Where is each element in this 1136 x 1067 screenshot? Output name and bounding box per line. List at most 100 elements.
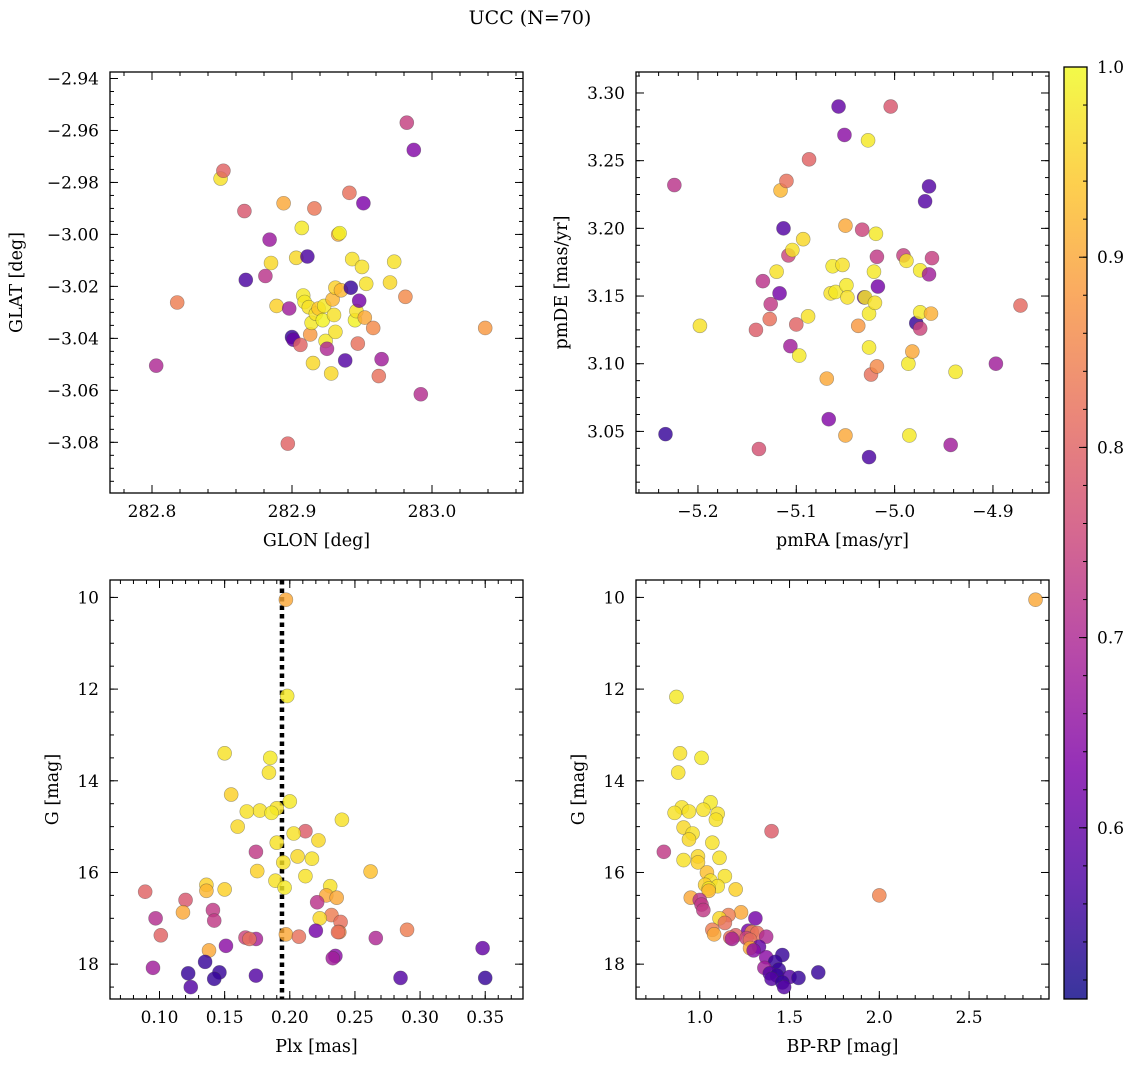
scatter-point [943,437,958,453]
panel-2: −5.2 −5.1 −5.0 −4.9 3.05 3.10 3.15 3.20 3.25 3.30… [552,71,1050,551]
scatter-point [694,750,709,766]
scatter-point [708,812,724,828]
scatter-point [748,911,763,926]
scatter-point [681,804,697,819]
y-tick-label: −3.06 [47,381,99,401]
y-tick-label: −3.04 [47,329,99,349]
scatter-point [291,929,307,944]
scatter-point [311,833,326,848]
colorbar-tick-label: 0.6 [1097,819,1124,839]
scatter-point [351,293,367,308]
scatter-point [278,927,294,942]
scatter-point [329,890,344,905]
scatter-point [837,127,852,143]
scatter-point [398,289,413,305]
x-tick-label: 282.8 [128,502,177,522]
scatter-point [785,242,800,258]
panel-3: 0.10 0.15 0.20 0.25 0.30 0.35 10 12 14 16 18 Plx [m… [43,579,524,1057]
y-tick-label: 12 [77,680,99,700]
scatter-point [249,863,265,879]
scatter-point [861,340,877,355]
axes-frame [635,579,1050,1000]
scatter-point [276,195,291,211]
scatter-point [309,894,325,910]
y-tick-label: 10 [77,588,99,608]
x-tick-label: 0.20 [271,1008,309,1028]
scatter-point [872,888,887,903]
x-tick-label: 0.15 [206,1008,244,1028]
scatter-point [902,428,917,443]
scatter-point [779,173,794,189]
scatter-point [223,787,239,802]
scatter-point [860,133,876,148]
scatter-point [269,835,285,850]
colorbar: 1.0 0.9 0.8 0.7 0.6 [1063,58,1124,1000]
y-tick-label: 3.30 [587,84,625,104]
scatter-point [764,823,779,839]
y-tick-label: −2.96 [47,121,99,141]
scatter-point [850,318,866,334]
scatter-point [788,317,804,332]
scatter-point [475,940,490,956]
scatter-point [269,298,284,314]
scatter-point [342,185,357,201]
axes-frame [109,71,524,494]
y-tick-label: −2.98 [47,173,99,193]
y-tick-label: −3.00 [47,225,99,245]
scatter-point [869,359,885,374]
scatter-point [293,337,308,353]
scatter-point [305,355,321,371]
y-tick-label: 16 [603,863,625,883]
scatter-point [237,203,252,219]
scatter-point [239,804,255,819]
scatter-point [354,259,370,275]
scatter-point [783,338,798,354]
scatter-point [178,892,193,908]
scatter-point [399,922,415,938]
scatter-point [477,970,493,986]
scatter-point [337,353,353,368]
scatter-point [344,251,360,267]
y-tick-label: 3.20 [587,219,625,239]
scatter-point [368,930,384,946]
y-tick-label: −3.02 [47,277,99,297]
y-tick-label: 3.25 [587,152,625,172]
scatter-point [278,592,294,608]
y-tick-label: −3.08 [47,433,99,453]
scatter-point [298,868,313,884]
scatter-point [917,193,933,209]
scatter-point [924,250,940,266]
scatter-point [883,99,898,114]
x-axis-label: Plx [mas] [275,1037,357,1057]
y-axis-label: pmDE [mas/yr] [552,216,572,350]
scatter-point [197,954,213,970]
scatter-point [263,255,279,271]
scatter-point [838,218,853,233]
scatter-point [282,794,298,809]
y-tick-label: 3.10 [587,355,625,375]
scatter-point [275,855,291,870]
scatter-point [330,924,346,940]
scatter-point [216,163,231,179]
scatter-point [763,296,779,312]
y-axis-label: G [mag] [569,754,589,825]
scatter-point [153,927,169,943]
x-tick-label: 2.0 [866,1008,893,1028]
scatter-point [300,249,315,264]
scatter-point [701,883,717,899]
scatter-point [145,960,161,976]
scatter-point [374,351,389,367]
scatter-point [323,366,339,381]
scatter-point [905,344,920,359]
x-tick-label: 0.30 [401,1008,439,1028]
scatter-point [280,436,296,451]
scatter-point [277,880,292,895]
scatter-point [294,220,310,236]
scatter-point [861,306,877,321]
scatter-point [758,929,774,944]
scatter-point [748,322,764,338]
x-tick-label: 2.5 [956,1008,983,1028]
scatter-point [242,931,257,947]
scatter-point [357,310,373,325]
scatter-point [669,689,684,705]
